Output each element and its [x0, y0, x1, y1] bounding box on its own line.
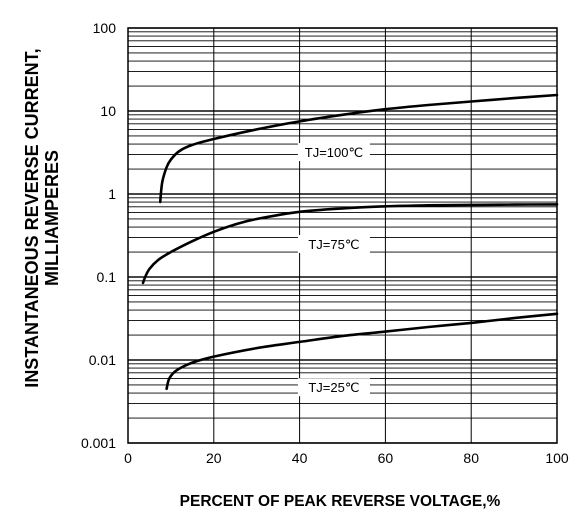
- x-tick-label: 60: [378, 450, 394, 466]
- x-tick-label: 80: [463, 450, 479, 466]
- y-axis-title-units: MILLIAMPERES: [42, 150, 62, 286]
- plot-frame: [127, 27, 558, 444]
- annotation-background: [297, 234, 370, 253]
- annotation-background: [297, 378, 370, 397]
- x-tick-label: 40: [292, 450, 308, 466]
- x-tick-label: 20: [206, 450, 222, 466]
- curve-series-0: [158, 93, 559, 204]
- annotation-label: TJ=100℃: [305, 145, 363, 160]
- y-tick-label: 0.001: [81, 435, 116, 451]
- x-axis-title: PERCENT OF PEAK REVERSE VOLTAGE,%: [180, 493, 501, 510]
- y-tick-label: 0.01: [89, 352, 116, 368]
- y-axis-title: INSTANTANEOUS REVERSE CURRENT,: [22, 48, 42, 387]
- curve-series-1: [141, 203, 559, 285]
- annotation-label: TJ=75℃: [308, 237, 359, 252]
- x-tick-label: 100: [545, 450, 569, 466]
- y-tick-labels: 0.001 0.01 0.1 1 10 100: [81, 20, 116, 451]
- grid-lines: [128, 27, 557, 444]
- y-tick-label: 1: [108, 186, 116, 202]
- y-tick-label: 0.1: [97, 269, 117, 285]
- curve-annotations: TJ=100℃ TJ=75℃ TJ=25℃: [297, 143, 370, 397]
- annotation-label: TJ=25℃: [308, 380, 359, 395]
- y-tick-label: 10: [100, 103, 116, 119]
- x-tick-labels: 0 20 40 60 80 100: [124, 450, 569, 466]
- x-tick-label: 0: [124, 450, 132, 466]
- curves: [141, 93, 559, 391]
- curve-series-2: [165, 312, 559, 391]
- y-tick-label: 100: [93, 20, 117, 36]
- annotation-background: [297, 143, 370, 162]
